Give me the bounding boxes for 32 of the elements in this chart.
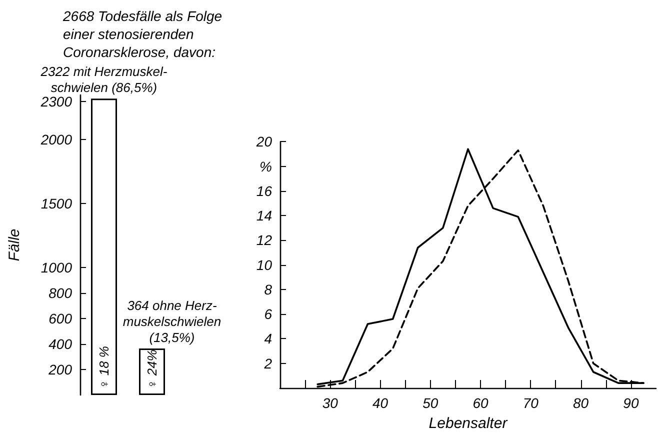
x-tick-label: 30 [322, 395, 338, 411]
y-tick-label: 2000 [40, 132, 72, 148]
y-tick-label: 10 [256, 256, 272, 273]
x-tick-label: 40 [372, 395, 388, 411]
y-tick-label: 2300 [40, 93, 72, 110]
y-tick-label: 400 [48, 336, 72, 352]
y-tick-label: 20 [255, 134, 272, 150]
y-axis-title: Fälle [6, 228, 23, 262]
y-tick-label: 12 [256, 232, 272, 248]
annotation: ♀ 24% [144, 350, 160, 389]
y-tick-label: 14 [256, 208, 272, 224]
y-tick-label: 1000 [40, 259, 72, 276]
y-tick-label: 8 [264, 281, 272, 298]
x-tick-label: 70 [522, 395, 539, 411]
chart-title: 2668 Todesfälle als Folge einer stenosierenden Coronarsklerose, davon: [62, 8, 222, 60]
x-tick-label: 60 [472, 395, 489, 411]
annotation: ♀ 18 % [96, 346, 112, 389]
x-tick-label: 80 [573, 395, 589, 411]
y-tick-label: % [260, 158, 272, 174]
y-tick-label: 1500 [40, 196, 72, 212]
data-label: 2322 mit Herzmuskel- schwielen (86,5%) [40, 64, 168, 96]
y-tick-label: 200 [48, 361, 72, 378]
y-tick-label: 600 [48, 310, 72, 326]
x-axis-title: Lebensalter [428, 415, 508, 432]
y-tick-label: 2 [263, 355, 272, 372]
y-tick-label: 4 [264, 330, 272, 347]
y-tick-label: 800 [48, 284, 72, 301]
x-tick-label: 50 [422, 395, 438, 411]
y-tick-label: 16 [256, 182, 272, 199]
x-tick-label: 90 [623, 395, 639, 411]
y-tick-label: 6 [264, 306, 272, 322]
data-label: 364 ohne Herz- muskelschwielen (13,5%) [122, 298, 222, 346]
